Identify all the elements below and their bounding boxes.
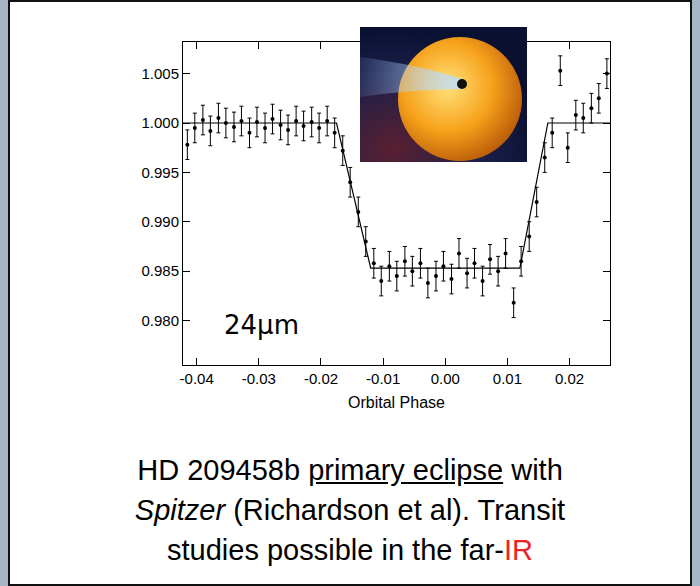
svg-text:Orbital Phase: Orbital Phase [348,394,445,411]
svg-text:0.990: 0.990 [141,213,179,230]
svg-text:24μm: 24μm [224,310,299,340]
svg-text:0.980: 0.980 [141,312,179,329]
svg-text:1.005: 1.005 [141,65,179,82]
html-text:HD 209458b primary eclipse wit: HD 209458b primary eclipse with [137,454,563,486]
svg-text:-0.03: -0.03 [242,370,276,387]
svg-text:0.02: 0.02 [555,370,584,387]
svg-text:0.985: 0.985 [141,262,179,279]
svg-text:0.995: 0.995 [141,164,179,181]
svg-text:1.000: 1.000 [141,114,179,131]
svg-text:-0.04: -0.04 [180,370,214,387]
svg-text:-0.01: -0.01 [366,370,400,387]
html-text:studies possible in the far- I: studies possible in the far- IR [167,534,533,566]
svg-text:0.00: 0.00 [431,370,460,387]
html-text:Spitzer (Richardson et al). Tr: Spitzer (Richardson et al). Transit [134,494,566,526]
svg-text:-0.02: -0.02 [304,370,338,387]
svg-text:0.01: 0.01 [493,370,522,387]
